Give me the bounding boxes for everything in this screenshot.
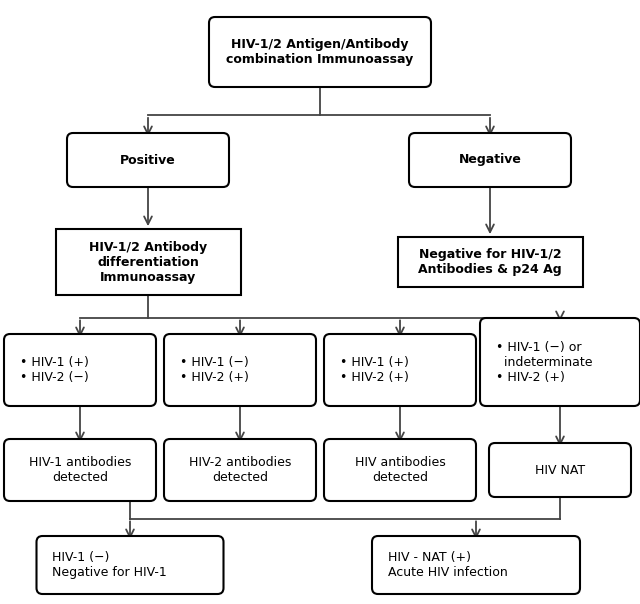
Text: HIV antibodies
detected: HIV antibodies detected xyxy=(355,456,445,484)
FancyBboxPatch shape xyxy=(4,439,156,501)
Text: Positive: Positive xyxy=(120,153,176,167)
Text: HIV-2 antibodies
detected: HIV-2 antibodies detected xyxy=(189,456,291,484)
FancyBboxPatch shape xyxy=(397,237,582,287)
Text: • HIV-1 (−) or
  indeterminate
• HIV-2 (+): • HIV-1 (−) or indeterminate • HIV-2 (+) xyxy=(496,341,593,384)
Text: HIV-1 antibodies
detected: HIV-1 antibodies detected xyxy=(29,456,131,484)
Text: HIV-1/2 Antigen/Antibody
combination Immunoassay: HIV-1/2 Antigen/Antibody combination Imm… xyxy=(227,38,413,66)
Text: • HIV-1 (+)
• HIV-2 (+): • HIV-1 (+) • HIV-2 (+) xyxy=(340,356,409,384)
FancyBboxPatch shape xyxy=(324,334,476,406)
Text: HIV-1/2 Antibody
differentiation
Immunoassay: HIV-1/2 Antibody differentiation Immunoa… xyxy=(89,240,207,283)
Text: HIV-1 (−)
Negative for HIV-1: HIV-1 (−) Negative for HIV-1 xyxy=(52,551,167,579)
FancyBboxPatch shape xyxy=(4,334,156,406)
Text: Negative: Negative xyxy=(459,153,522,167)
Text: • HIV-1 (+)
• HIV-2 (−): • HIV-1 (+) • HIV-2 (−) xyxy=(20,356,89,384)
FancyBboxPatch shape xyxy=(372,536,580,594)
Text: HIV NAT: HIV NAT xyxy=(535,463,585,477)
Text: HIV - NAT (+)
Acute HIV infection: HIV - NAT (+) Acute HIV infection xyxy=(388,551,508,579)
FancyBboxPatch shape xyxy=(56,229,241,295)
Text: Negative for HIV-1/2
Antibodies & p24 Ag: Negative for HIV-1/2 Antibodies & p24 Ag xyxy=(418,248,562,276)
Text: • HIV-1 (−)
• HIV-2 (+): • HIV-1 (−) • HIV-2 (+) xyxy=(180,356,249,384)
FancyBboxPatch shape xyxy=(209,17,431,87)
FancyBboxPatch shape xyxy=(489,443,631,497)
FancyBboxPatch shape xyxy=(67,133,229,187)
FancyBboxPatch shape xyxy=(164,439,316,501)
FancyBboxPatch shape xyxy=(409,133,571,187)
FancyBboxPatch shape xyxy=(164,334,316,406)
FancyBboxPatch shape xyxy=(480,318,640,406)
FancyBboxPatch shape xyxy=(324,439,476,501)
FancyBboxPatch shape xyxy=(36,536,223,594)
